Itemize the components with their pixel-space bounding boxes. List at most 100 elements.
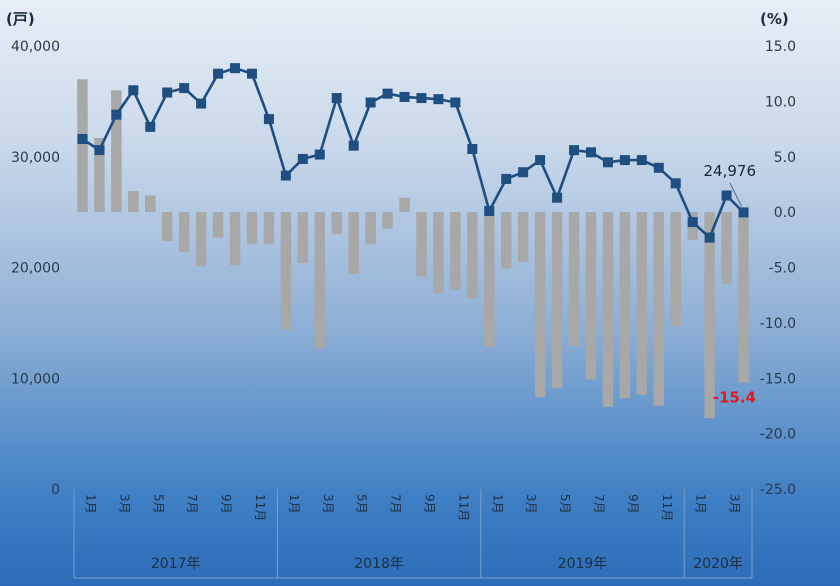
month-label: 5月 <box>558 494 572 514</box>
month-label: 7月 <box>592 494 606 514</box>
right-tick-label: -15.0 <box>760 371 796 387</box>
bar <box>229 212 241 266</box>
bar <box>365 212 376 245</box>
bar <box>314 212 326 349</box>
line-point <box>365 97 376 108</box>
bar <box>195 212 207 267</box>
year-label: 2018年 <box>354 556 404 572</box>
bar <box>128 191 139 213</box>
line-point <box>196 98 207 109</box>
bar <box>280 212 292 330</box>
left-axis-ticks: 40,000 30,000 20,000 10,000 0 <box>11 39 60 498</box>
right-tick-label: -10.0 <box>760 316 796 332</box>
right-tick-label: -25.0 <box>760 482 796 498</box>
month-label: 7月 <box>185 494 199 514</box>
month-label: 3月 <box>117 494 131 514</box>
line-point <box>653 162 664 173</box>
bar <box>246 212 258 245</box>
bar <box>416 212 427 277</box>
line-point <box>280 170 291 181</box>
line-point <box>263 114 274 125</box>
year-label: 2020年 <box>693 556 743 572</box>
line-point <box>569 145 580 156</box>
bar <box>653 212 665 406</box>
month-label: 9月 <box>422 494 436 514</box>
month-label: 3月 <box>524 494 538 514</box>
line-point <box>552 192 563 203</box>
line-point <box>297 153 308 164</box>
line-point <box>636 155 647 166</box>
bar <box>297 212 309 264</box>
bar <box>619 212 631 399</box>
line-point <box>484 206 495 217</box>
month-label: 3月 <box>321 494 335 514</box>
bar <box>382 212 393 229</box>
line-point <box>111 109 122 120</box>
bar <box>602 212 614 408</box>
line-point <box>467 143 478 154</box>
bar <box>178 212 190 252</box>
month-label: 11月 <box>456 494 470 521</box>
bar <box>551 212 563 389</box>
line-point <box>213 68 224 79</box>
month-label: 1月 <box>83 494 97 514</box>
right-axis-ticks: 15.0 10.0 5.0 0.0 -5.0 -10.0 -15.0 -20.0 -25.0 <box>760 39 796 498</box>
line-point <box>721 190 732 201</box>
bar <box>399 197 410 213</box>
bar <box>636 212 648 395</box>
month-label: 1月 <box>490 494 504 514</box>
bar <box>517 212 529 262</box>
month-label: 5月 <box>355 494 369 514</box>
year-label: 2019年 <box>558 556 608 572</box>
bar <box>500 212 512 269</box>
bar <box>568 212 580 347</box>
bar <box>534 212 546 398</box>
annotation-leader <box>729 182 742 207</box>
bar <box>161 212 173 241</box>
line-point <box>382 88 393 99</box>
month-label: 1月 <box>287 494 301 514</box>
line-point <box>704 232 715 243</box>
bar <box>585 212 597 380</box>
month-label: 3月 <box>728 494 742 514</box>
right-axis-unit: (%) <box>760 10 789 28</box>
bar <box>704 212 715 419</box>
bar <box>721 212 732 285</box>
left-tick-label: 10,000 <box>11 371 60 387</box>
right-tick-label: 15.0 <box>765 39 796 55</box>
line-point <box>535 155 546 166</box>
left-axis-unit: (戸) <box>6 10 35 28</box>
line-point <box>433 94 444 105</box>
line-point <box>162 87 173 98</box>
bar <box>263 212 275 245</box>
line-point <box>348 140 359 151</box>
bar <box>738 212 749 383</box>
line-point <box>450 97 461 108</box>
line-series <box>77 63 749 243</box>
bar <box>467 212 478 299</box>
annotation-last-change: -15.4 <box>713 389 756 407</box>
line-point <box>331 93 342 104</box>
bar <box>94 137 105 213</box>
bar <box>484 212 495 348</box>
line-point <box>670 178 681 189</box>
month-label: 9月 <box>626 494 640 514</box>
x-axis: 2017年 2018年 2019年 2020年 1月 3月 5月 7月 9月 11月 1月 3月 5月 7… <box>73 489 753 579</box>
month-label: 7月 <box>389 494 403 514</box>
annotation-last-units: 24,976 <box>704 162 757 180</box>
right-tick-label: -20.0 <box>760 427 796 443</box>
month-label: 11月 <box>660 494 674 521</box>
year-label: 2017年 <box>151 556 201 572</box>
line-point <box>416 93 427 104</box>
month-label: 9月 <box>219 494 233 514</box>
left-tick-label: 40,000 <box>11 39 60 55</box>
right-tick-label: 0.0 <box>774 205 796 221</box>
line-point <box>179 83 190 94</box>
line-point <box>501 173 512 184</box>
right-tick-label: -5.0 <box>769 261 796 277</box>
bar <box>433 212 444 293</box>
line-point <box>77 134 88 145</box>
line-point <box>585 147 596 158</box>
